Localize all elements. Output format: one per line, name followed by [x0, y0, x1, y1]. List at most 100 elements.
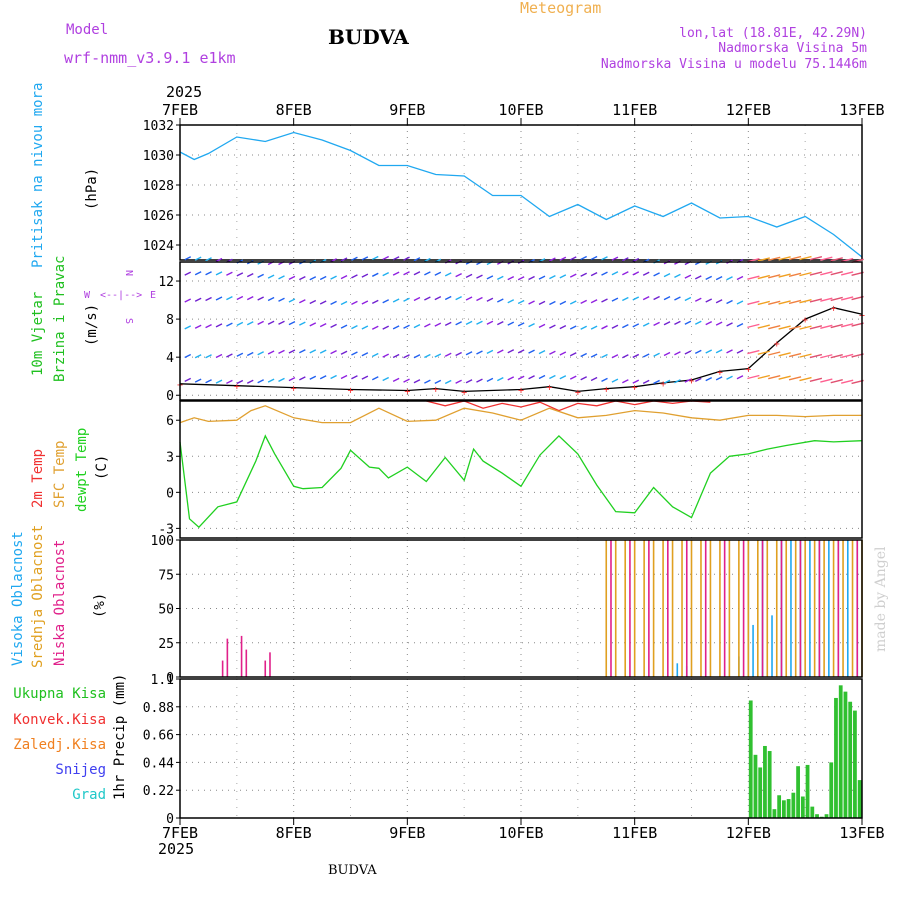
wind-barb: [382, 353, 390, 358]
wind-barb: [580, 352, 587, 358]
wind-barb: [330, 349, 337, 355]
wind-barb: [580, 299, 587, 305]
pressure-panel: 1024 1026 1028 1030 1032: [143, 119, 863, 261]
compass-n: N: [123, 270, 134, 276]
wind-barb: [694, 377, 702, 383]
wind-barb: [184, 256, 192, 261]
cloud-bar: [775, 540, 778, 677]
model-label: Model: [66, 22, 108, 38]
cloud-bar: [671, 540, 674, 677]
hail-label: Grad: [72, 787, 106, 803]
wind-barb: [642, 322, 650, 327]
wind-barb: [517, 322, 525, 327]
wind-barb: [444, 321, 452, 326]
x-tick-label-top: 13FEB: [839, 101, 884, 119]
wind-barb: [361, 352, 369, 357]
compass-e: E: [150, 290, 156, 301]
sfc-temp-line: [179, 405, 862, 424]
cloud-bar: [709, 540, 712, 677]
wind-barb: [580, 255, 587, 261]
wind-barb: [840, 271, 854, 276]
y-tick-label: 0.44: [143, 756, 174, 771]
wind-barb: [434, 379, 442, 385]
cloud-bar: [226, 638, 229, 677]
cloud-bar: [704, 540, 707, 677]
wind-barb: [653, 295, 660, 301]
wind-barb: [444, 295, 452, 301]
wind-barb: [194, 297, 202, 302]
y-tick-label: 0: [166, 812, 174, 827]
cloud-frame: [179, 539, 863, 678]
wind-barb: [799, 376, 812, 382]
y-tick-label: 100: [151, 534, 174, 549]
wind-barb: [559, 300, 567, 305]
cloud-bar: [629, 540, 631, 677]
wind-barb: [715, 349, 723, 354]
wind-barb: [684, 320, 692, 325]
precip-bar: [800, 796, 805, 818]
wind-barb: [215, 296, 223, 301]
wind-barb: [642, 353, 650, 358]
wind-barb: [663, 351, 671, 357]
wind-barb: [184, 271, 192, 276]
wind-barb: [288, 298, 296, 303]
wind-barb: [778, 273, 791, 278]
wind-barb: [194, 324, 202, 329]
wind-barb: [768, 324, 781, 330]
precip-bar: [834, 697, 838, 818]
wind-barb: [507, 321, 515, 326]
wind-barb: [382, 376, 390, 382]
wind-barb: [705, 275, 713, 280]
wind-barb: [528, 349, 535, 354]
cloud-bar: [610, 540, 612, 677]
wind-barb: [361, 375, 369, 380]
y-tick-label: 1028: [143, 179, 174, 194]
wind-barb: [413, 257, 421, 262]
wind-barb: [538, 258, 546, 263]
wind-barb: [455, 321, 462, 326]
x-tick-label-top: 7FEB: [162, 101, 198, 119]
wind-barb: [236, 352, 244, 357]
wind-barb: [684, 274, 692, 279]
cloud-bar: [846, 540, 849, 677]
wind-barb: [538, 349, 546, 355]
wind-speed-marker: +: [660, 379, 666, 390]
y-tick-label: 4: [166, 351, 174, 366]
wind-barb: [694, 320, 702, 325]
precip-bar: [758, 767, 763, 818]
wind-barb: [757, 350, 770, 355]
cloud-bar: [785, 540, 788, 677]
precip-bar: [857, 780, 862, 818]
wind-barb: [601, 256, 608, 261]
elevation-label: Nadmorska Visina 5m: [718, 41, 867, 56]
precip-bar: [748, 700, 753, 818]
y-tick-label: 3: [166, 450, 174, 465]
wind-barb: [684, 378, 692, 383]
wind-barb: [330, 258, 337, 263]
wind-speed-marker: +: [632, 383, 638, 394]
wind-barb: [694, 275, 702, 280]
footer-station: BUDVA: [328, 863, 377, 878]
wind-barb: [788, 352, 802, 358]
wind-barb: [299, 376, 306, 381]
wind-barb: [820, 256, 833, 261]
precip-bar: [777, 795, 782, 818]
cloud-bar: [813, 540, 816, 677]
cloud-bar: [652, 540, 655, 677]
wind-barb: [559, 325, 567, 330]
precip-bar: [824, 814, 829, 818]
wind-barb: [611, 297, 619, 302]
wind-barb: [424, 271, 431, 276]
wind-barb: [361, 300, 369, 305]
wind-barb: [601, 377, 608, 382]
wind-barb: [319, 300, 327, 305]
wind-barb: [319, 349, 327, 354]
low-cloud-label: Niska Oblacnost: [52, 540, 68, 666]
y-tick-label: 0: [166, 389, 174, 404]
precip-bar: [848, 701, 853, 818]
wind-barb: [278, 320, 285, 325]
year-bottom: 2025: [158, 840, 194, 858]
wind-barb: [226, 353, 233, 358]
wind-speed-line: [179, 307, 863, 393]
